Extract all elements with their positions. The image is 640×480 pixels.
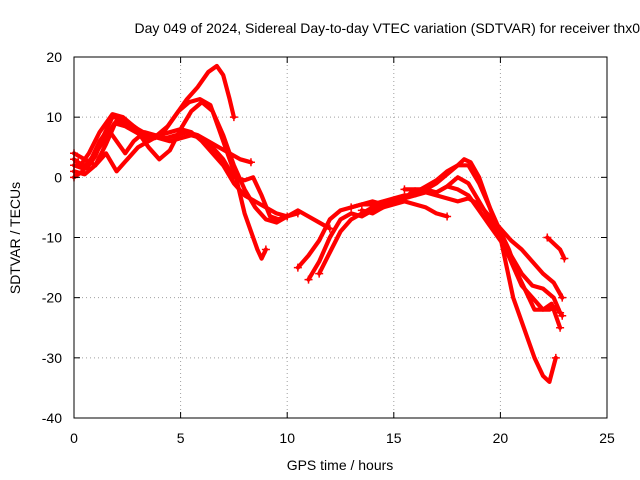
y-tick-label: 20 [46,49,62,65]
y-axis-label: SDTVAR / TECUs [7,182,23,294]
x-tick-label: 10 [279,430,295,446]
y-tick-label: -20 [42,290,62,306]
plot-frame [73,56,608,419]
point-marker [347,203,356,212]
axis-ticks [73,56,608,419]
point-marker [443,212,452,221]
series-pass-11 [359,199,450,219]
x-tick-label: 25 [599,430,615,446]
x-tick-label: 15 [386,430,402,446]
point-marker [551,353,560,362]
point-marker [543,233,552,242]
point-marker [357,206,366,215]
point-marker [558,311,567,320]
point-marker [229,113,238,122]
point-marker [558,293,567,302]
series-pass-13 [545,235,567,261]
data-series [70,63,569,384]
series-pass-12 [402,175,565,318]
chart-title: Day 049 of 2024, Sidereal Day-to-day VTE… [134,20,640,36]
y-tick-label: 10 [46,109,62,125]
y-tick-label: -10 [42,230,62,246]
x-axis-label: GPS time / hours [287,457,394,473]
series-pass-10 [349,187,565,300]
point-marker [400,185,409,194]
point-marker [304,275,313,284]
point-marker [556,323,565,332]
y-tick-label: -30 [42,350,62,366]
point-marker [246,158,255,167]
y-tick-label: -40 [42,410,62,426]
y-tick-label: 0 [54,169,62,185]
x-tick-label: 20 [493,430,509,446]
point-marker [315,269,324,278]
point-marker [560,254,569,263]
x-tick-label: 5 [177,430,185,446]
x-tick-label: 0 [70,430,78,446]
series-pass-6 [76,115,332,231]
series-pass-5 [71,127,290,219]
point-marker [293,263,302,272]
point-marker [261,245,270,254]
grid [74,57,607,418]
point-marker [74,158,83,167]
